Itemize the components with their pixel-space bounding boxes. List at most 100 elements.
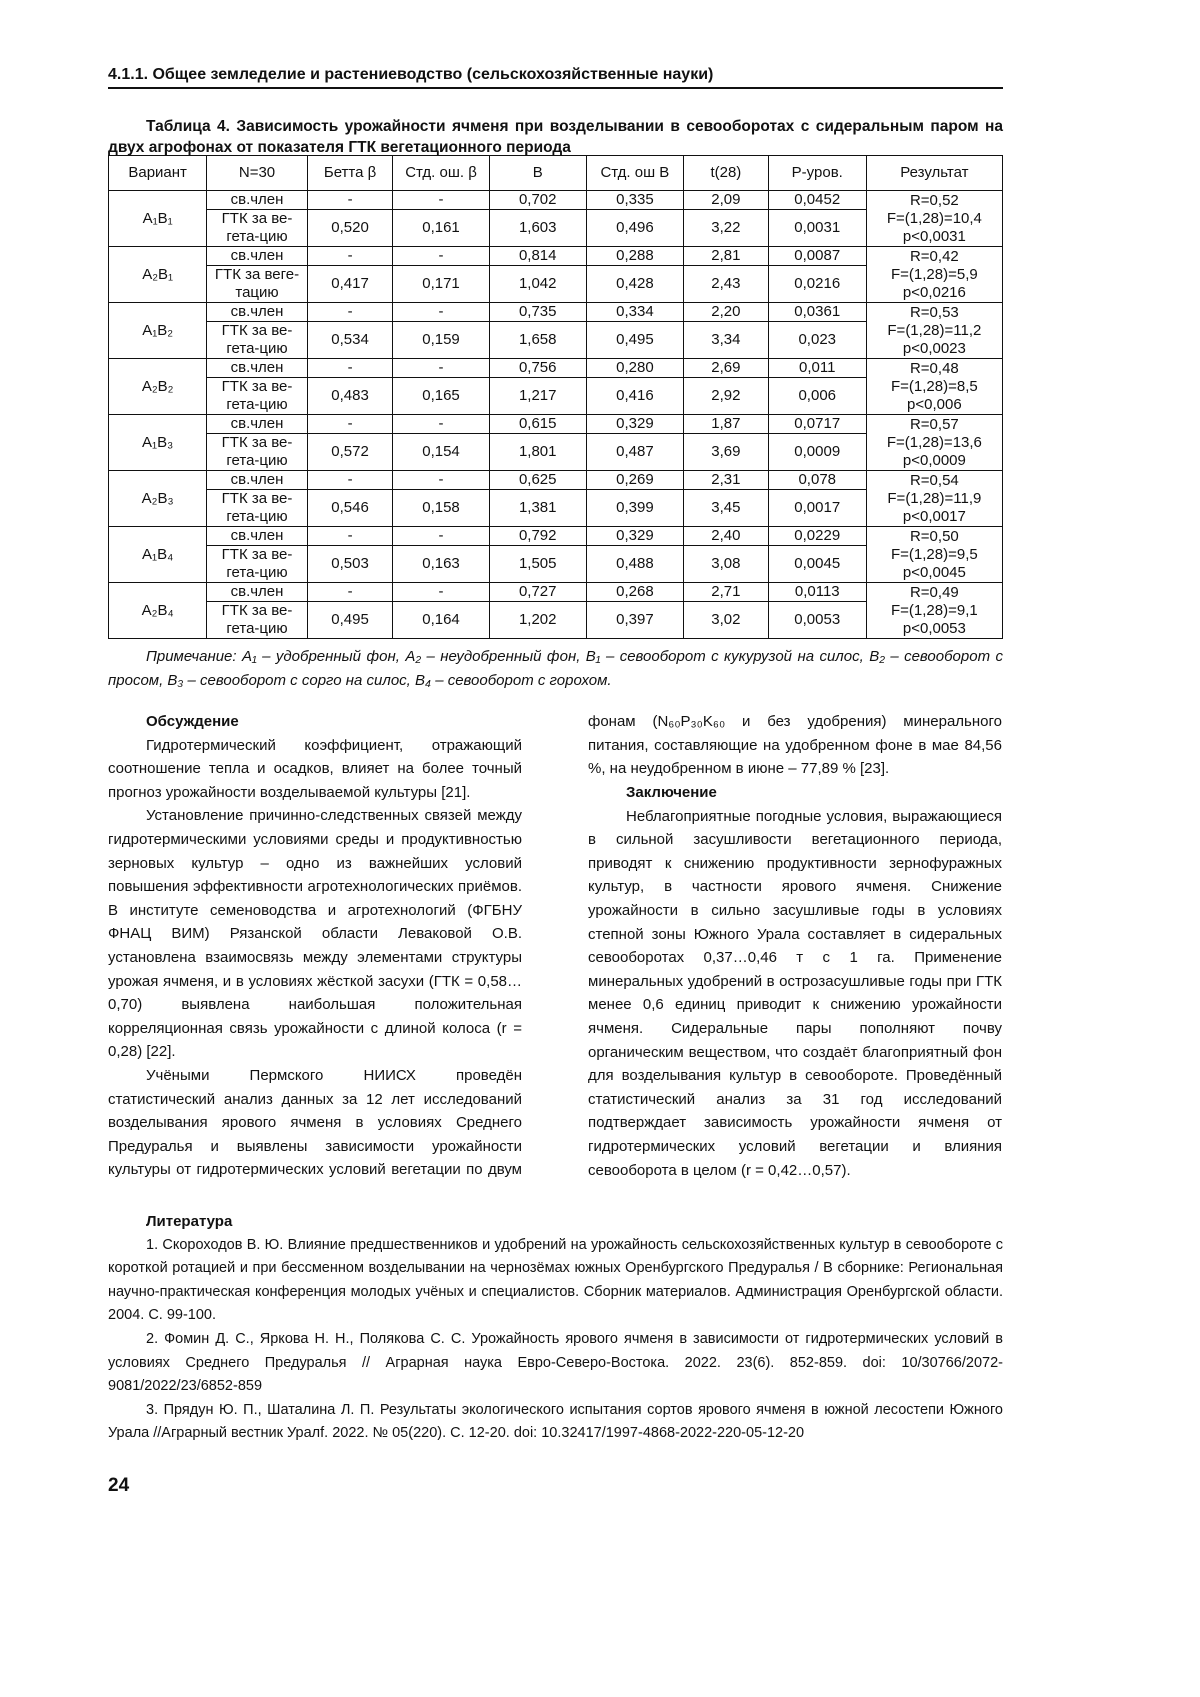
paragraph-continuation: Учёными Пермского НИИСХ проведён статист… [588, 710, 1002, 781]
result-cell: R=0,49F=(1,28)=9,1p<0,0053 [866, 583, 1002, 639]
result-cell: R=0,50F=(1,28)=9,5p<0,0045 [866, 527, 1002, 583]
result-line: F=(1,28)=9,1 [869, 602, 1000, 620]
table-cell: 0,416 [586, 378, 683, 415]
table-cell: 0,727 [489, 583, 586, 602]
table-cell: - [307, 415, 393, 434]
table-cell: 0,164 [393, 602, 489, 639]
left-column: Обсуждение Гидротермический коэффициент,… [108, 710, 522, 1182]
table-cell: - [307, 527, 393, 546]
table-cell: 0,428 [586, 266, 683, 303]
result-line: R=0,54 [869, 472, 1000, 490]
variant-cell: A₁B₄ [109, 527, 207, 583]
table-note: Примечание: A₁ – удобренный фон, A₂ – не… [108, 645, 1003, 693]
table-cell: 0,702 [489, 191, 586, 210]
table-cell: - [393, 527, 489, 546]
table-cell: св.член [207, 583, 307, 602]
table-cell: 1,658 [489, 322, 586, 359]
table-cell: 0,165 [393, 378, 489, 415]
result-line: p<0,0031 [869, 228, 1000, 246]
table-cell: - [393, 359, 489, 378]
result-line: R=0,50 [869, 528, 1000, 546]
table-cell: 0,334 [586, 303, 683, 322]
table-cell: 0,483 [307, 378, 393, 415]
table-cell: - [307, 247, 393, 266]
table-cell: 2,43 [683, 266, 768, 303]
result-line: R=0,42 [869, 248, 1000, 266]
table-cell: ГТК за ве-гета-цию [207, 322, 307, 359]
result-line: F=(1,28)=8,5 [869, 378, 1000, 396]
reference-item: 2. Фомин Д. С., Яркова Н. Н., Полякова С… [108, 1328, 1003, 1399]
table-cell: 0,280 [586, 359, 683, 378]
result-line: p<0,0053 [869, 620, 1000, 638]
variant-cell: A₂B₄ [109, 583, 207, 639]
table-cell: 2,92 [683, 378, 768, 415]
table-cell: 0,615 [489, 415, 586, 434]
table-cell: - [307, 471, 393, 490]
literature-heading: Литература [108, 1210, 1003, 1234]
result-line: p<0,0017 [869, 508, 1000, 526]
result-cell: R=0,52F=(1,28)=10,4p<0,0031 [866, 191, 1002, 247]
result-line: R=0,48 [869, 360, 1000, 378]
table-cell: 1,603 [489, 210, 586, 247]
table-cell: 0,503 [307, 546, 393, 583]
table-cell: св.член [207, 191, 307, 210]
table-cell: - [307, 359, 393, 378]
column-header: Вариант [109, 156, 207, 191]
reference-item: 1. Скороходов В. Ю. Влияние предшественн… [108, 1234, 1003, 1328]
table-cell: 0,735 [489, 303, 586, 322]
result-line: F=(1,28)=11,9 [869, 490, 1000, 508]
table-cell: 0,488 [586, 546, 683, 583]
table-cell: - [393, 303, 489, 322]
table-cell: 1,042 [489, 266, 586, 303]
result-line: R=0,49 [869, 584, 1000, 602]
table-cell: 3,02 [683, 602, 768, 639]
table-cell: 0,546 [307, 490, 393, 527]
table-cell: 0,625 [489, 471, 586, 490]
column-header: Бетта β [307, 156, 393, 191]
table-cell: св.член [207, 527, 307, 546]
column-header: N=30 [207, 156, 307, 191]
table-cell: 0,572 [307, 434, 393, 471]
table-cell: - [393, 471, 489, 490]
table-cell: ГТК за веге-тацию [207, 266, 307, 303]
result-line: p<0,0023 [869, 340, 1000, 358]
table-cell: 0,756 [489, 359, 586, 378]
table-cell: 0,534 [307, 322, 393, 359]
table-cell: 3,45 [683, 490, 768, 527]
result-cell: R=0,42F=(1,28)=5,9p<0,0216 [866, 247, 1002, 303]
result-line: F=(1,28)=13,6 [869, 434, 1000, 452]
table-row: A₂B₂св.член--0,7560,2802,690,011R=0,48F=… [109, 359, 1003, 378]
table-cell: 0,495 [586, 322, 683, 359]
table-cell: 0,161 [393, 210, 489, 247]
result-line: p<0,0009 [869, 452, 1000, 470]
table-caption: Таблица 4. Зависимость урожайности ячмен… [108, 116, 1003, 158]
table-cell: 2,81 [683, 247, 768, 266]
table-row: A₂B₁св.член--0,8140,2882,810,0087R=0,42F… [109, 247, 1003, 266]
table-cell: 0,159 [393, 322, 489, 359]
table-cell: 2,09 [683, 191, 768, 210]
table-cell: св.член [207, 303, 307, 322]
table-cell: 0,417 [307, 266, 393, 303]
column-header: Стд. ош B [586, 156, 683, 191]
table-cell: 0,0361 [768, 303, 866, 322]
table-cell: 0,158 [393, 490, 489, 527]
table-cell: ГТК за ве-гета-цию [207, 434, 307, 471]
table-cell: 0,171 [393, 266, 489, 303]
table-cell: 0,335 [586, 191, 683, 210]
variant-cell: A₁B₃ [109, 415, 207, 471]
column-header: t(28) [683, 156, 768, 191]
table-cell: - [393, 191, 489, 210]
table-cell: 3,69 [683, 434, 768, 471]
table-cell: - [307, 191, 393, 210]
table-cell: 0,487 [586, 434, 683, 471]
table-cell: ГТК за ве-гета-цию [207, 490, 307, 527]
table-cell: 0,0045 [768, 546, 866, 583]
table-cell: 0,006 [768, 378, 866, 415]
table-cell: ГТК за ве-гета-цию [207, 210, 307, 247]
table-cell: св.член [207, 247, 307, 266]
table-cell: 0,329 [586, 527, 683, 546]
table-cell: - [307, 583, 393, 602]
table-cell: 0,0017 [768, 490, 866, 527]
table-row: A₂B₃св.член--0,6250,2692,310,078R=0,54F=… [109, 471, 1003, 490]
table-cell: 0,399 [586, 490, 683, 527]
